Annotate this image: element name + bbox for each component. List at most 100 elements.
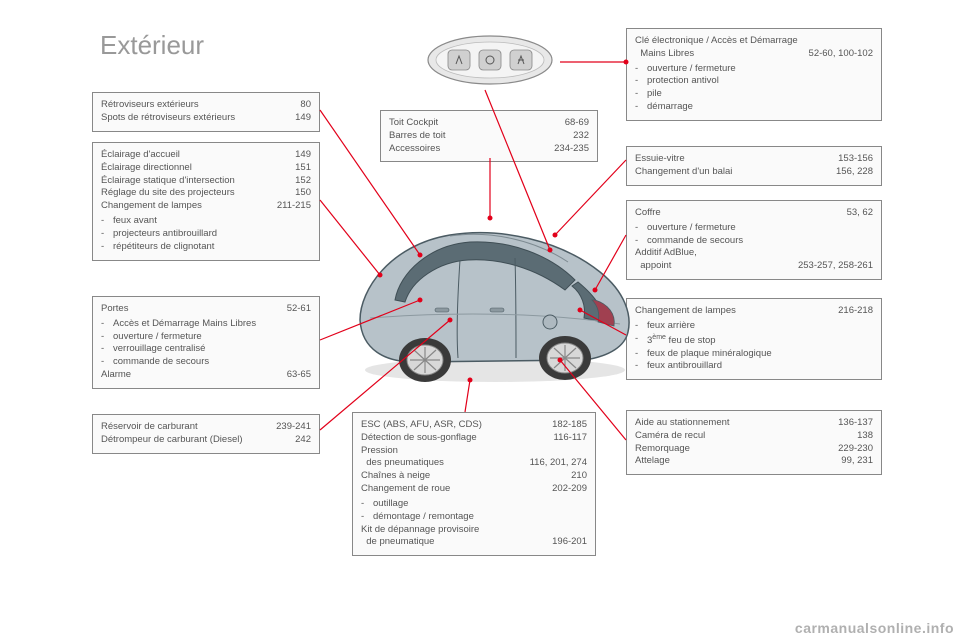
page-reference: 136-137: [838, 417, 873, 430]
info-row: Réglage du site des projecteurs150: [101, 187, 311, 200]
bullet-text: démarrage: [647, 101, 693, 114]
bullet-text: outillage: [373, 498, 408, 511]
info-label: Réservoir de carburant: [101, 421, 268, 434]
info-row: Mains Libres52-60, 100-102: [635, 48, 873, 61]
info-label: Éclairage statique d'intersection: [101, 175, 287, 188]
bullet-list: -ouverture / fermeture-protection antivo…: [635, 63, 873, 114]
bullet-text: 3ème feu de stop: [647, 333, 716, 348]
info-label: Additif AdBlue,: [635, 247, 873, 260]
manual-page: Extérieur Rétroviseurs extérieurs80Spots…: [0, 0, 960, 640]
bullet-text: pile: [647, 88, 662, 101]
page-reference: 80: [300, 99, 311, 112]
info-label: Spots de rétroviseurs extérieurs: [101, 112, 287, 125]
bullet-list: -feux arrière-3ème feu de stop-feux de p…: [635, 320, 873, 373]
info-row: des pneumatiques 116, 201, 274: [361, 457, 587, 470]
info-label: Portes: [101, 303, 279, 316]
info-label: Essuie-vitre: [635, 153, 830, 166]
bullet-text: répétiteurs de clignotant: [113, 241, 214, 254]
bullet-dash: -: [101, 228, 107, 241]
info-row: Éclairage directionnel151: [101, 162, 311, 175]
bullet-text: ouverture / fermeture: [113, 331, 202, 344]
info-label: Pression: [361, 445, 587, 458]
bullet-item: -répétiteurs de clignotant: [101, 241, 311, 254]
info-row: Chaînes à neige210: [361, 470, 587, 483]
bullet-dash: -: [101, 331, 107, 344]
page-reference: 234-235: [554, 143, 589, 156]
bullet-dash: -: [635, 101, 641, 114]
bullet-dash: -: [361, 498, 367, 511]
info-row: Aide au stationnement136-137: [635, 417, 873, 430]
info-label: Attelage: [635, 455, 833, 468]
info-label: Éclairage d'accueil: [101, 149, 287, 162]
bullet-item: -ouverture / fermeture: [635, 63, 873, 76]
info-row: Réservoir de carburant239-241: [101, 421, 311, 434]
page-reference: 182-185: [552, 419, 587, 432]
info-row: Remorquage229-230: [635, 443, 873, 456]
bullet-text: feux antibrouillard: [647, 360, 722, 373]
box-esc: ESC (ABS, AFU, ASR, CDS)182-185Détection…: [352, 412, 596, 556]
bullet-text: commande de secours: [647, 235, 743, 248]
info-row: Détrompeur de carburant (Diesel)242: [101, 434, 311, 447]
page-reference: 152: [295, 175, 311, 188]
info-label: Changement de roue: [361, 483, 544, 496]
box-stationnement: Aide au stationnement136-137Caméra de re…: [626, 410, 882, 475]
info-label: Changement de lampes: [635, 305, 830, 318]
bullet-item: -projecteurs antibrouillard: [101, 228, 311, 241]
bullet-dash: -: [101, 343, 107, 356]
bullet-item: -commande de secours: [635, 235, 873, 248]
info-row: Changement de lampes211-215: [101, 200, 311, 213]
info-row: Attelage99, 231: [635, 455, 873, 468]
box-portes: Portes52-61-Accès et Démarrage Mains Lib…: [92, 296, 320, 389]
info-row: Clé électronique / Accès et Démarrage: [635, 35, 873, 48]
info-row: Alarme63-65: [101, 369, 311, 382]
info-label: des pneumatiques: [361, 457, 522, 470]
bullet-dash: -: [635, 75, 641, 88]
info-label: Réglage du site des projecteurs: [101, 187, 287, 200]
info-label: Chaînes à neige: [361, 470, 563, 483]
page-reference: 216-218: [838, 305, 873, 318]
page-reference: 116, 201, 274: [530, 457, 587, 470]
info-label: Changement de lampes: [101, 200, 269, 213]
bullet-list: -Accès et Démarrage Mains Libres-ouvertu…: [101, 318, 311, 369]
bullet-text: verrouillage centralisé: [113, 343, 205, 356]
car-svg: [340, 200, 640, 390]
page-reference: 63-65: [287, 369, 311, 382]
page-reference: 253-257, 258-261: [798, 260, 873, 273]
bullet-text: commande de secours: [113, 356, 209, 369]
info-label: Changement d'un balai: [635, 166, 828, 179]
bullet-text: feux arrière: [647, 320, 695, 333]
bullet-item: -feux de plaque minéralogique: [635, 348, 873, 361]
info-label: Caméra de recul: [635, 430, 849, 443]
info-label: Toit Cockpit: [389, 117, 557, 130]
info-row: appoint253-257, 258-261: [635, 260, 873, 273]
watermark: carmanualsonline.info: [795, 620, 954, 636]
box-lampes-arriere: Changement de lampes 216-218 -feux arrière…: [626, 298, 882, 380]
info-label: Détection de sous-gonflage: [361, 432, 546, 445]
bullet-item: -commande de secours: [101, 356, 311, 369]
bullet-list: -feux avant-projecteurs antibrouillard-r…: [101, 215, 311, 253]
bullet-item: -verrouillage centralisé: [101, 343, 311, 356]
info-label: Mains Libres: [635, 48, 801, 61]
page-reference: 232: [573, 130, 589, 143]
page-reference: 149: [295, 149, 311, 162]
info-row: Changement de lampes 216-218: [635, 305, 873, 318]
bullet-item: -démarrage: [635, 101, 873, 114]
info-row: Essuie-vitre 153-156: [635, 153, 873, 166]
bullet-item: -outillage: [361, 498, 587, 511]
bullet-text: démontage / remontage: [373, 511, 474, 524]
page-reference: 153-156: [838, 153, 873, 166]
info-label: Barres de toit: [389, 130, 565, 143]
info-row: Additif AdBlue,: [635, 247, 873, 260]
bullet-item: -feux avant: [101, 215, 311, 228]
bullet-text: protection antivol: [647, 75, 719, 88]
info-label: Accessoires: [389, 143, 546, 156]
info-row: ESC (ABS, AFU, ASR, CDS)182-185: [361, 419, 587, 432]
info-row: Éclairage d'accueil 149: [101, 149, 311, 162]
info-row: Rétroviseurs extérieurs80: [101, 99, 311, 112]
page-reference: 242: [295, 434, 311, 447]
bullet-dash: -: [101, 215, 107, 228]
bullet-item: -Accès et Démarrage Mains Libres: [101, 318, 311, 331]
bullet-item: -feux arrière: [635, 320, 873, 333]
car-illustration: [340, 200, 640, 390]
bullet-text: projecteurs antibrouillard: [113, 228, 217, 241]
